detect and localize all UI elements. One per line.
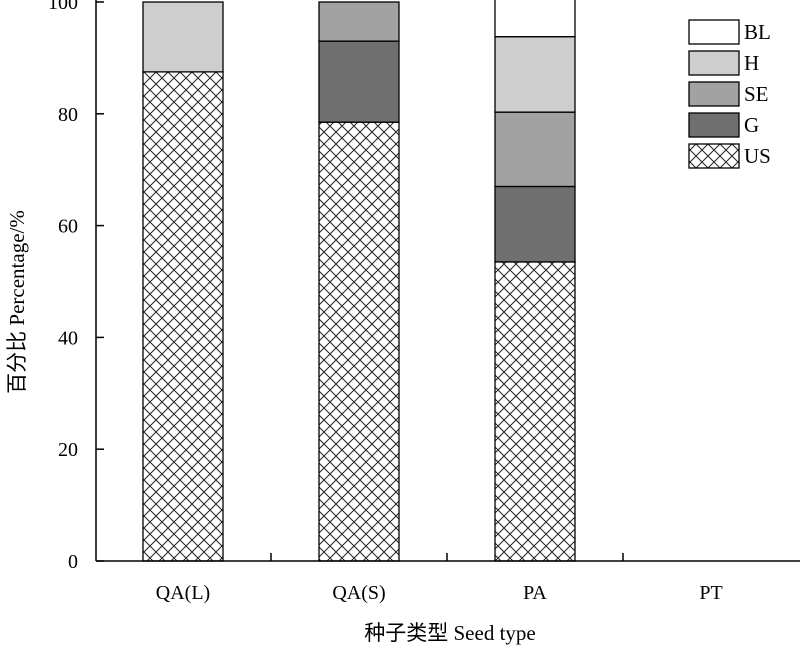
bar-segment-bl-2 (494, 0, 576, 38)
y-axis-title: 百分比 Percentage/% (5, 210, 29, 394)
legend-swatch-bl (688, 19, 740, 45)
bar-segment-us-0 (142, 71, 224, 562)
legend-label-se: SE (744, 82, 769, 106)
legend-label-g: G (744, 113, 759, 137)
y-tick-label-0: 0 (68, 551, 78, 573)
legend: BL H SE G US (688, 19, 771, 169)
bar-segment-h-0 (142, 1, 224, 73)
y-tick-label-20: 20 (58, 439, 78, 461)
legend-label-bl: BL (744, 20, 771, 44)
bar-segment-g-1 (318, 40, 400, 123)
bar-segment-us-1 (318, 121, 400, 562)
axes-layer: 0 20 40 60 80 100 QA(L) QA(S) PA PT (48, 0, 800, 604)
legend-swatch-h (688, 50, 740, 76)
x-tick-label-3: PT (699, 582, 722, 604)
legend-label-us: US (744, 144, 771, 168)
bar-segment-us-2 (494, 261, 576, 562)
legend-swatch-se (688, 81, 740, 107)
x-tick-label-0: QA(L) (156, 582, 210, 604)
bar-segment-h-2 (494, 36, 576, 113)
y-tick-label-100: 100 (48, 0, 78, 14)
x-axis-title: 种子类型 Seed type (364, 621, 535, 645)
x-tick-label-1: QA(S) (332, 582, 385, 604)
bar-segment-se-2 (494, 111, 576, 188)
y-tick-label-40: 40 (58, 327, 78, 349)
bar-segment-se-1 (318, 1, 400, 42)
legend-label-h: H (744, 51, 759, 75)
bars-layer (142, 0, 576, 562)
y-tick-label-80: 80 (58, 104, 78, 126)
y-tick-label-60: 60 (58, 216, 78, 238)
legend-swatch-g (688, 112, 740, 138)
legend-swatch-us (688, 143, 740, 169)
x-tick-label-2: PA (523, 582, 547, 604)
bar-segment-g-2 (494, 185, 576, 263)
